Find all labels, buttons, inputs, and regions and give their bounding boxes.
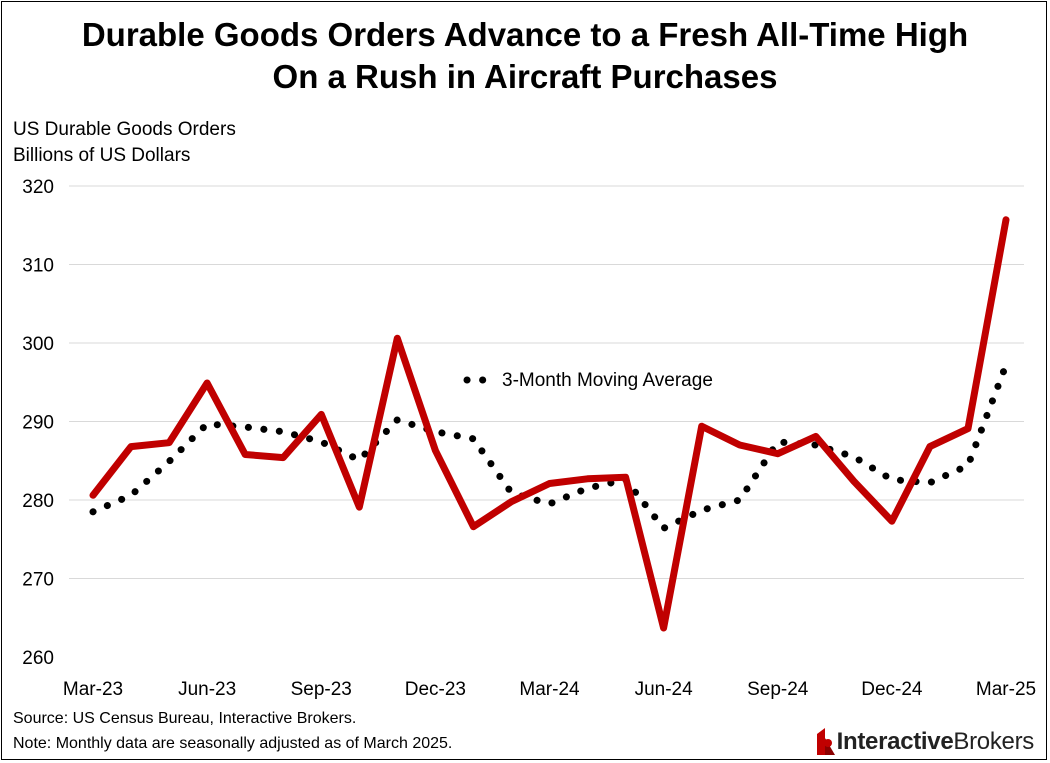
- y-tick-label: 270: [22, 570, 54, 591]
- x-tick-label: Sep-24: [747, 679, 809, 700]
- y-tick-label: 260: [22, 648, 54, 669]
- chart-title: Durable Goods Orders Advance to a Fresh …: [2, 14, 1048, 98]
- durable-goods-series: [89, 216, 1010, 632]
- interactive-brokers-logo: InteractiveBrokers: [815, 726, 1034, 758]
- y-axis-label: US Durable Goods Orders Billions of US D…: [13, 117, 236, 169]
- logo-flag-icon: [816, 728, 835, 755]
- y-tick-label: 320: [22, 177, 54, 198]
- durable-goods-line: [89, 216, 1010, 632]
- line-chart: 260 270 280 290 300 310 320 Mar-23 Jun-23 Sep-23…: [22, 177, 1036, 700]
- y-tick-labels: 260 270 280 290 300 310 320: [22, 177, 54, 669]
- gridlines: [69, 185, 1024, 579]
- source-note: Source: US Census Bureau, Interactive Br…: [13, 710, 357, 727]
- x-tick-label: Jun-23: [178, 679, 236, 700]
- y-axis-label-line-1: US Durable Goods Orders: [13, 119, 236, 140]
- title-line-2: On a Rush in Aircraft Purchases: [272, 58, 778, 95]
- x-tick-label: Jun-24: [635, 679, 694, 700]
- y-tick-label: 290: [22, 413, 54, 434]
- footnote: Note: Monthly data are seasonally adjust…: [13, 735, 453, 752]
- x-tick-label: Sep-23: [291, 679, 352, 700]
- legend-label: 3-Month Moving Average: [502, 370, 713, 391]
- legend: 3-Month Moving Average: [463, 370, 713, 391]
- x-tick-label: Dec-24: [861, 679, 923, 700]
- x-tick-label: Dec-23: [405, 679, 466, 700]
- x-tick-labels: Mar-23 Jun-23 Sep-23 Dec-23 Mar-24 Jun-24 Sep-…: [63, 679, 1036, 700]
- y-axis-label-line-2: Billions of US Dollars: [13, 145, 191, 166]
- y-tick-label: 280: [22, 491, 54, 512]
- logo-wordmark-bold: Interactive: [836, 728, 954, 755]
- title-line-1: Durable Goods Orders Advance to a Fresh …: [81, 16, 969, 53]
- x-tick-label: Mar-25: [976, 679, 1036, 700]
- logo-wordmark-regular: Brokers: [953, 728, 1034, 755]
- y-tick-label: 300: [22, 334, 54, 355]
- moving-average-line: [89, 361, 1010, 533]
- logo-wordmark: InteractiveBrokers: [836, 728, 1035, 756]
- moving-average-series: [89, 361, 1010, 533]
- x-tick-label: Mar-24: [519, 679, 580, 700]
- y-tick-label: 310: [22, 256, 54, 277]
- x-tick-label: Mar-23: [63, 679, 123, 700]
